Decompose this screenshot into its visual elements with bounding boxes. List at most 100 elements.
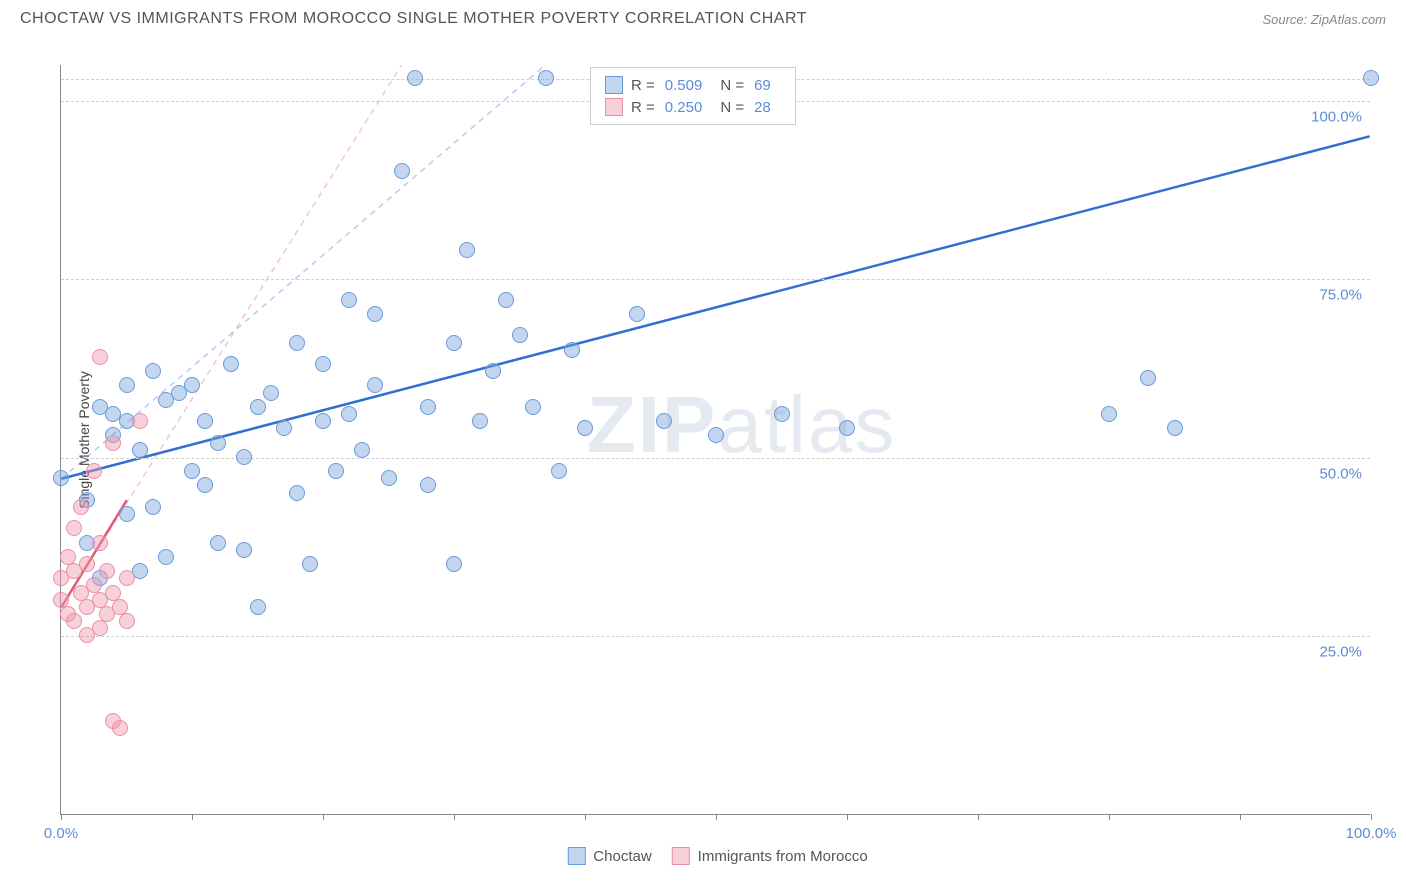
data-point [1167,420,1183,436]
data-point [420,477,436,493]
data-point [132,413,148,429]
y-tick-label: 50.0% [1319,465,1362,482]
x-tick [1240,814,1241,820]
legend-swatch [605,98,623,116]
data-point [302,556,318,572]
legend-n-label: N = [720,77,744,94]
data-point [367,377,383,393]
data-point [354,442,370,458]
legend-r-value: 0.250 [665,99,703,116]
data-point [774,406,790,422]
data-point [250,399,266,415]
data-point [86,463,102,479]
data-point [367,306,383,322]
legend-r-value: 0.509 [665,77,703,94]
data-point [105,713,121,729]
data-point [53,470,69,486]
legend-swatch [605,76,623,94]
data-point [708,427,724,443]
legend-r-label: R = [631,99,655,116]
data-point [472,413,488,429]
x-tick [454,814,455,820]
x-tick [1371,814,1372,820]
data-point [315,356,331,372]
data-point [289,485,305,501]
data-point [538,70,554,86]
x-tick-label: 0.0% [44,825,78,842]
data-point [512,327,528,343]
legend-item: Immigrants from Morocco [672,847,868,865]
y-tick-label: 25.0% [1319,644,1362,661]
data-point [66,613,82,629]
data-point [381,470,397,486]
data-point [276,420,292,436]
legend-n-label: N = [720,99,744,116]
chart-area: Single Mother Poverty ZIPatlas 25.0%50.0… [50,45,1385,835]
data-point [92,349,108,365]
data-point [498,292,514,308]
chart-source: Source: ZipAtlas.com [1262,12,1386,27]
legend-n-value: 69 [754,77,771,94]
data-point [315,413,331,429]
data-point [328,463,344,479]
x-tick [323,814,324,820]
data-point [551,463,567,479]
data-point [119,570,135,586]
data-point [656,413,672,429]
data-point [341,406,357,422]
data-point [79,556,95,572]
x-tick [1109,814,1110,820]
correlation-legend: R = 0.509 N = 69 R = 0.250 N = 28 [590,67,796,125]
data-point [407,70,423,86]
legend-item: Choctaw [567,847,651,865]
data-point [105,435,121,451]
data-point [1101,406,1117,422]
data-point [145,499,161,515]
data-point [1363,70,1379,86]
data-point [485,363,501,379]
plot-region: ZIPatlas 25.0%50.0%75.0%100.0%0.0%100.0% [60,65,1370,815]
data-point [459,242,475,258]
data-point [577,420,593,436]
data-point [236,542,252,558]
legend-swatch [567,847,585,865]
chart-title: CHOCTAW VS IMMIGRANTS FROM MOROCCO SINGL… [20,10,807,28]
data-point [420,399,436,415]
y-tick-label: 100.0% [1311,108,1362,125]
y-tick-label: 75.0% [1319,287,1362,304]
data-point [250,599,266,615]
legend-swatch [672,847,690,865]
trend-line [61,65,401,607]
data-point [289,335,305,351]
legend-n-value: 28 [754,99,771,116]
data-point [839,420,855,436]
data-point [92,535,108,551]
legend-label: Immigrants from Morocco [698,848,868,865]
data-point [223,356,239,372]
data-point [184,377,200,393]
data-point [263,385,279,401]
x-tick [61,814,62,820]
chart-header: CHOCTAW VS IMMIGRANTS FROM MOROCCO SINGL… [0,0,1406,28]
data-point [525,399,541,415]
series-legend: Choctaw Immigrants from Morocco [567,847,867,865]
watermark-atlas: atlas [717,380,896,469]
data-point [1140,370,1156,386]
data-point [446,335,462,351]
gridline [61,458,1370,459]
x-tick [192,814,193,820]
legend-r-label: R = [631,77,655,94]
legend-row: R = 0.509 N = 69 [605,74,781,96]
legend-label: Choctaw [593,848,651,865]
x-tick [978,814,979,820]
data-point [66,520,82,536]
data-point [132,442,148,458]
data-point [394,163,410,179]
x-tick-label: 100.0% [1346,825,1397,842]
data-point [210,535,226,551]
gridline [61,636,1370,637]
data-point [99,563,115,579]
gridline [61,279,1370,280]
data-point [210,435,226,451]
data-point [73,499,89,515]
